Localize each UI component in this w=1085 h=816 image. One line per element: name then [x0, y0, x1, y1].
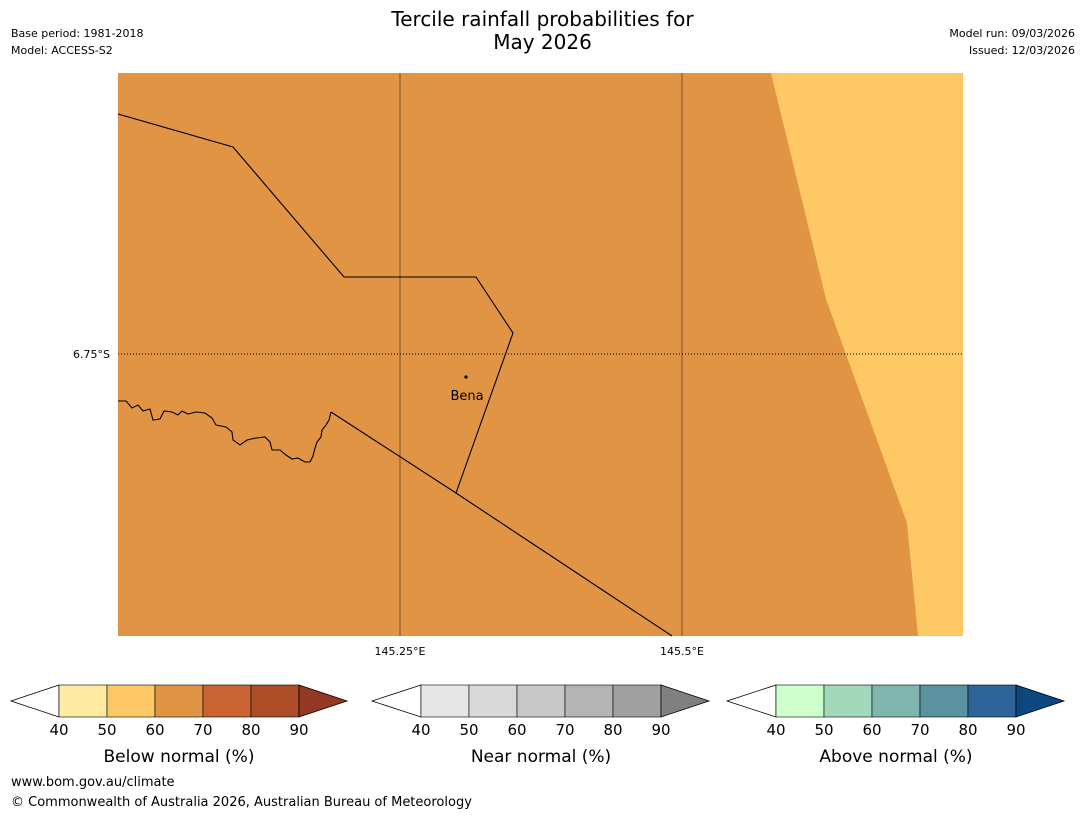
colorbar-above-normal: 40 50 60 70 80 90 Above normal (%): [725, 684, 1066, 767]
province-boundary-south: [330, 411, 673, 637]
river-boundary: [118, 400, 332, 463]
below-normal-color-bin-5: [250, 684, 300, 718]
above-normal-under-arrow: [725, 684, 777, 718]
bena-place-label: Bena: [450, 389, 483, 404]
map-title: Tercile rainfall probabilities for May 2…: [0, 8, 1085, 54]
above-normal-tick-90: 90: [1006, 721, 1025, 739]
above-normal-title: Above normal (%): [819, 747, 972, 767]
colorbar-below-normal: 40 50 60 70 80 90 Below normal (%): [9, 684, 349, 767]
near-normal-color-bin-4: [564, 684, 614, 718]
below-normal-color-bin-2: [106, 684, 156, 718]
bena-location-marker: [464, 375, 468, 379]
below-normal-color-bin-4: [202, 684, 252, 718]
header-left-meta: Base period: 1981-2018 Model: ACCESS-S2: [11, 25, 143, 59]
above-normal-color-bin-4: [919, 684, 969, 718]
near-normal-tick-80: 80: [603, 721, 622, 739]
below-normal-title: Below normal (%): [104, 747, 255, 767]
below-normal-over-arrow: [298, 684, 349, 718]
near-normal-color-bin-2: [468, 684, 518, 718]
near-normal-over-arrow: [660, 684, 711, 718]
near-normal-tick-70: 70: [555, 721, 574, 739]
near-normal-color-bin-3: [516, 684, 566, 718]
longitude-label-145-25: 145.25°E: [375, 645, 426, 658]
province-boundary-north: [117, 113, 514, 494]
longitude-label-145-5: 145.5°E: [660, 645, 704, 658]
header-right-meta: Model run: 09/03/2026 Issued: 12/03/2026: [949, 25, 1075, 59]
footer-copyright: © Commonwealth of Australia 2026, Austra…: [11, 795, 472, 810]
title-line-2: May 2026: [493, 30, 592, 54]
below-normal-tick-40: 40: [49, 721, 68, 739]
issued-date: Issued: 12/03/2026: [968, 44, 1075, 57]
near-normal-under-arrow: [370, 684, 422, 718]
above-normal-color-bin-1: [775, 684, 825, 718]
near-normal-tick-40: 40: [411, 721, 430, 739]
below-normal-tick-50: 50: [97, 721, 116, 739]
footer-url[interactable]: www.bom.gov.au/climate: [11, 775, 175, 790]
above-normal-tick-40: 40: [766, 721, 785, 739]
model-name: Model: ACCESS-S2: [11, 44, 113, 57]
map-panel: Bena 6.75°S 145.25°E 145.5°E: [73, 73, 963, 658]
east-probability-region: [771, 73, 963, 636]
below-normal-tick-60: 60: [145, 721, 164, 739]
near-normal-tick-90: 90: [651, 721, 670, 739]
below-normal-color-bin-1: [58, 684, 108, 718]
title-line-1: Tercile rainfall probabilities for: [391, 7, 694, 31]
colorbar-legend: 40 50 60 70 80 90 Below normal (%) 40 50 60 70 80 9…: [9, 684, 1066, 767]
model-run: Model run: 09/03/2026: [949, 27, 1075, 40]
colorbar-near-normal: 40 50 60 70 80 90 Near normal (%): [370, 684, 711, 767]
below-normal-tick-70: 70: [193, 721, 212, 739]
above-normal-color-bin-3: [871, 684, 921, 718]
above-normal-tick-50: 50: [814, 721, 833, 739]
near-normal-color-bin-5: [612, 684, 662, 718]
base-period: Base period: 1981-2018: [11, 27, 144, 40]
near-normal-tick-50: 50: [459, 721, 478, 739]
above-normal-tick-60: 60: [862, 721, 881, 739]
near-normal-tick-60: 60: [507, 721, 526, 739]
above-normal-tick-80: 80: [958, 721, 977, 739]
below-normal-tick-80: 80: [241, 721, 260, 739]
near-normal-color-bin-1: [420, 684, 470, 718]
above-normal-tick-70: 70: [910, 721, 929, 739]
above-normal-color-bin-5: [967, 684, 1017, 718]
below-normal-tick-90: 90: [289, 721, 308, 739]
above-normal-over-arrow: [1015, 684, 1066, 718]
below-normal-under-arrow: [9, 684, 60, 718]
below-normal-color-bin-3: [154, 684, 204, 718]
near-normal-title: Near normal (%): [471, 747, 611, 767]
above-normal-color-bin-2: [823, 684, 873, 718]
latitude-label: 6.75°S: [73, 348, 110, 361]
